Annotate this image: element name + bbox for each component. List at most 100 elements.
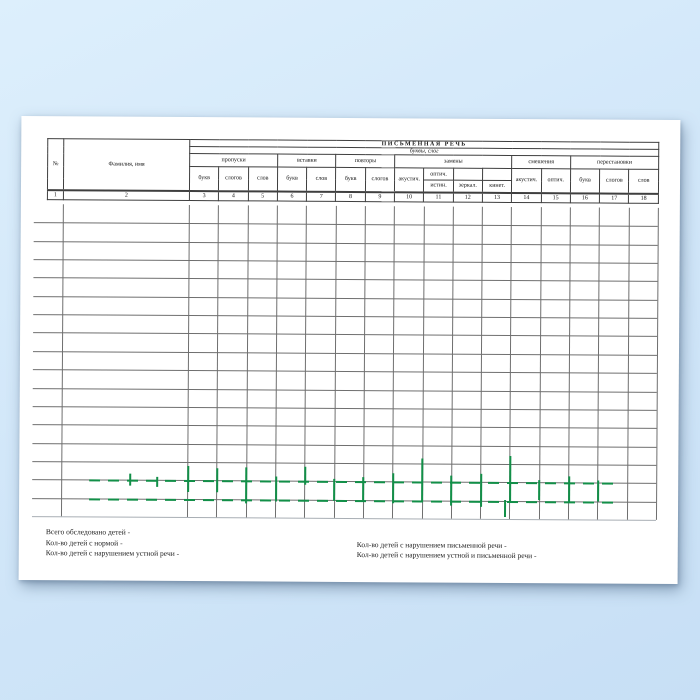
- subcol-header-optic: оптич.: [541, 168, 571, 193]
- table-body-grid: [21, 116, 680, 521]
- subcol-header-words: слов: [628, 169, 659, 194]
- watermark-tick: [245, 467, 248, 504]
- col-number: 11: [423, 191, 454, 203]
- watermark-tick: [597, 480, 600, 502]
- empty-header-cell: [453, 168, 483, 181]
- column-line: [538, 207, 542, 520]
- row-line: [32, 387, 657, 393]
- subcol-header-true: истин.: [423, 179, 454, 193]
- col-number: 5: [248, 190, 278, 202]
- row-line: [33, 314, 658, 319]
- subcol-header-words: слов: [248, 166, 278, 192]
- col-number: 7: [306, 191, 336, 202]
- col-number: 4: [218, 190, 249, 201]
- row-line: [33, 332, 658, 338]
- column-line: [333, 205, 337, 518]
- column-line: [597, 207, 601, 520]
- group-header-omissions: пропуски: [189, 153, 278, 168]
- subcol-header-letters: букв: [277, 167, 307, 192]
- row-line: [33, 240, 658, 246]
- col-number: 2: [63, 189, 190, 201]
- group-header-permutations: перестановки: [570, 155, 659, 170]
- summary-notes-left: Всего обследовано детей - Кол-во детей с…: [46, 527, 180, 559]
- column-line: [274, 205, 278, 518]
- col-number: 8: [335, 191, 366, 202]
- column-line: [450, 206, 454, 519]
- column-line: [655, 207, 659, 520]
- note-oral: Кол-во детей с нарушением устной речи -: [45, 548, 180, 558]
- empty-header-cell: [482, 168, 512, 181]
- column-line: [392, 206, 396, 519]
- note-norm: Кол-во детей с нормой -: [45, 537, 123, 548]
- col-number: 17: [599, 193, 629, 204]
- col-number: 6: [277, 191, 307, 202]
- row-line: [33, 277, 658, 283]
- subcol-header-mirror: зеркал.: [453, 180, 483, 193]
- col-number: 3: [189, 190, 219, 201]
- row-line: [31, 516, 656, 521]
- watermark-tick: [503, 499, 507, 517]
- column-line: [480, 206, 484, 519]
- row-line: [32, 369, 657, 375]
- row-line: [32, 350, 657, 356]
- assessment-table-header: № Фамилия, имя ПИСЬМЕННАЯ РЕЧЬ буквы, сл…: [47, 138, 659, 204]
- subcol-header-syllables: слогов: [365, 167, 395, 192]
- column-line: [362, 206, 366, 519]
- summary-notes-right: Кол-во детей с нарушением письменной реч…: [357, 540, 537, 562]
- col-number: 15: [540, 192, 571, 203]
- group-header-repetitions: повторы: [336, 154, 395, 168]
- row-line: [32, 460, 657, 466]
- col-number: 16: [570, 192, 600, 204]
- row-line: [32, 424, 657, 430]
- group-header-insertions: вставки: [277, 154, 337, 168]
- column-line: [60, 204, 64, 517]
- row-line: [32, 442, 657, 448]
- watermark-tick: [216, 468, 219, 493]
- watermark-tick: [421, 458, 424, 503]
- subcol-header-kinetic: кинет.: [482, 180, 512, 193]
- subcol-header-letters: букв: [189, 166, 219, 191]
- subcol-header-syllables: слогов: [599, 169, 630, 194]
- watermark-tick: [304, 466, 307, 485]
- col-number: 12: [453, 192, 483, 203]
- watermark-tick: [538, 480, 541, 501]
- watermark-tick: [362, 477, 365, 502]
- watermark-tick: [275, 476, 278, 502]
- col-number: 14: [511, 192, 542, 203]
- note-oral-written: Кол-во детей с нарушением устной и письм…: [356, 550, 537, 561]
- subcol-header-acoustic: акустич.: [511, 168, 542, 193]
- row-line: [33, 259, 658, 264]
- subcol-header-letters: букв: [335, 167, 366, 192]
- watermark-tick: [480, 473, 483, 507]
- column-line: [568, 207, 571, 520]
- col-header-name: Фамилия, имя: [63, 138, 190, 191]
- group-header-mixings: смешения: [511, 155, 571, 169]
- subcol-header-syllables: слогов: [218, 166, 249, 191]
- watermark-tick: [568, 476, 571, 503]
- column-line: [626, 207, 630, 520]
- col-number: 1: [47, 189, 64, 200]
- row-line: [33, 222, 658, 228]
- subcol-header-acoustic: акустич.: [394, 167, 424, 192]
- watermark-tick: [187, 466, 190, 493]
- watermark-tick: [156, 476, 159, 487]
- watermark: [21, 116, 680, 517]
- col-number: 10: [394, 191, 424, 202]
- subcol-header-letters: букв: [570, 168, 600, 194]
- form-sheet: № Фамилия, имя ПИСЬМЕННАЯ РЕЧЬ буквы, сл…: [18, 115, 681, 585]
- watermark-tick: [333, 478, 336, 501]
- row-line: [33, 295, 658, 301]
- col-number: 9: [365, 191, 395, 202]
- row-line: [32, 405, 657, 411]
- col-number: 18: [628, 193, 659, 204]
- subcol-header-optic: оптич.: [423, 167, 454, 181]
- watermark-tick: [129, 473, 132, 486]
- note-total: Всего обследовано детей -: [45, 527, 131, 537]
- watermark-tick: [392, 473, 395, 504]
- watermark-tick: [509, 455, 512, 503]
- col-header-number: №: [47, 138, 64, 190]
- group-header-substitutions: замены: [394, 154, 512, 169]
- watermark-tick: [450, 475, 453, 506]
- subcol-header-words: слов: [306, 167, 337, 192]
